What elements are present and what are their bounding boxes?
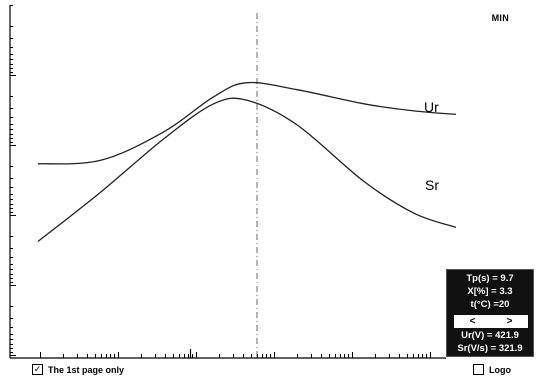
cursor-prev-button[interactable]: <	[469, 316, 476, 327]
first-page-only-label: The 1st page only	[48, 364, 125, 375]
curve-label-sr: Sr	[425, 177, 439, 193]
curve-ur	[37, 81, 457, 165]
x-readout: X[%] = 3.3	[467, 286, 513, 297]
logo-checkbox[interactable]: Logo	[473, 364, 511, 375]
first-page-only-checkbox[interactable]: ✓ The 1st page only	[32, 364, 124, 375]
footer-bar: ✓ The 1st page only Logo	[0, 360, 536, 378]
mode-label: MIN	[491, 13, 509, 23]
checkbox-checked-icon[interactable]: ✓	[32, 364, 43, 375]
ur-readout: Ur(V) = 421.9	[461, 330, 519, 341]
cursor-next-button[interactable]: >	[506, 316, 513, 327]
curve-label-ur: Ur	[424, 99, 439, 115]
checkbox-unchecked-icon[interactable]	[473, 364, 484, 375]
cursor-nav: < >	[454, 315, 528, 328]
logo-label: Logo	[489, 364, 511, 375]
tp-readout: Tp(s) = 9.7	[466, 273, 514, 284]
measurement-panel: Tp(s) = 9.7 X[%] = 3.3 t(°C) =20 < > Ur(…	[446, 269, 534, 357]
sr-readout: Sr(V/s) = 321.9	[457, 343, 523, 354]
temperature-readout: t(°C) =20	[470, 299, 510, 310]
curve-sr	[37, 97, 457, 243]
